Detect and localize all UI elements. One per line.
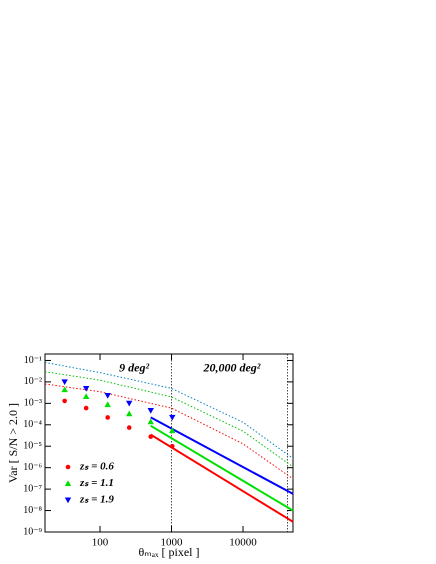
legend-label: zₛ = 1.9 <box>79 494 114 506</box>
point <box>82 385 90 392</box>
point <box>104 401 111 408</box>
point <box>126 425 132 430</box>
fit-line <box>150 424 294 512</box>
y-tick-label: 10⁻² <box>24 376 42 387</box>
point <box>126 410 133 417</box>
fit-line <box>150 416 294 495</box>
point <box>148 434 154 439</box>
point <box>126 400 133 407</box>
legend-label: zₛ = 0.6 <box>79 461 114 473</box>
model-curve <box>44 362 294 459</box>
y-tick-label: 10⁻¹ <box>24 355 42 366</box>
legend-marker <box>64 497 72 504</box>
x-tick-label: 10000 <box>229 537 257 549</box>
annotation: 20,000 deg² <box>202 361 260 375</box>
y-tick-label: 10⁻⁸ <box>23 505 42 516</box>
point <box>82 393 90 399</box>
point <box>169 443 175 449</box>
y-tick-label: 10⁻⁷ <box>23 483 42 494</box>
legend-marker <box>64 480 72 487</box>
y-tick-label: 10⁻⁵ <box>23 441 42 452</box>
y-tick-label: 10⁻⁶ <box>23 462 42 473</box>
y-tick-label: 10⁻⁹ <box>23 526 42 537</box>
point <box>62 398 67 404</box>
y-axis-label: Var [ S/N > 2.0 ] <box>6 403 20 483</box>
point <box>61 379 68 386</box>
model-curve <box>44 371 294 468</box>
y-tick-label: 10⁻⁴ <box>23 419 42 430</box>
point <box>169 427 176 434</box>
plot-frame <box>44 353 294 533</box>
fit-line <box>150 433 294 523</box>
legend-marker <box>65 464 71 470</box>
x-tick-label: 100 <box>92 537 109 549</box>
point <box>61 386 68 393</box>
point <box>169 414 176 421</box>
y-tick-label: 10⁻³ <box>24 398 42 409</box>
x-axis-label: θₘₐₓ [ pixel ] <box>139 545 200 559</box>
x-tick-label: 1000 <box>161 537 184 549</box>
point <box>147 418 154 425</box>
point <box>105 415 110 420</box>
point <box>147 408 154 414</box>
annotation: 9 deg² <box>119 361 149 375</box>
legend-label: zₛ = 1.1 <box>79 477 114 489</box>
point <box>104 393 111 399</box>
point <box>83 405 89 411</box>
